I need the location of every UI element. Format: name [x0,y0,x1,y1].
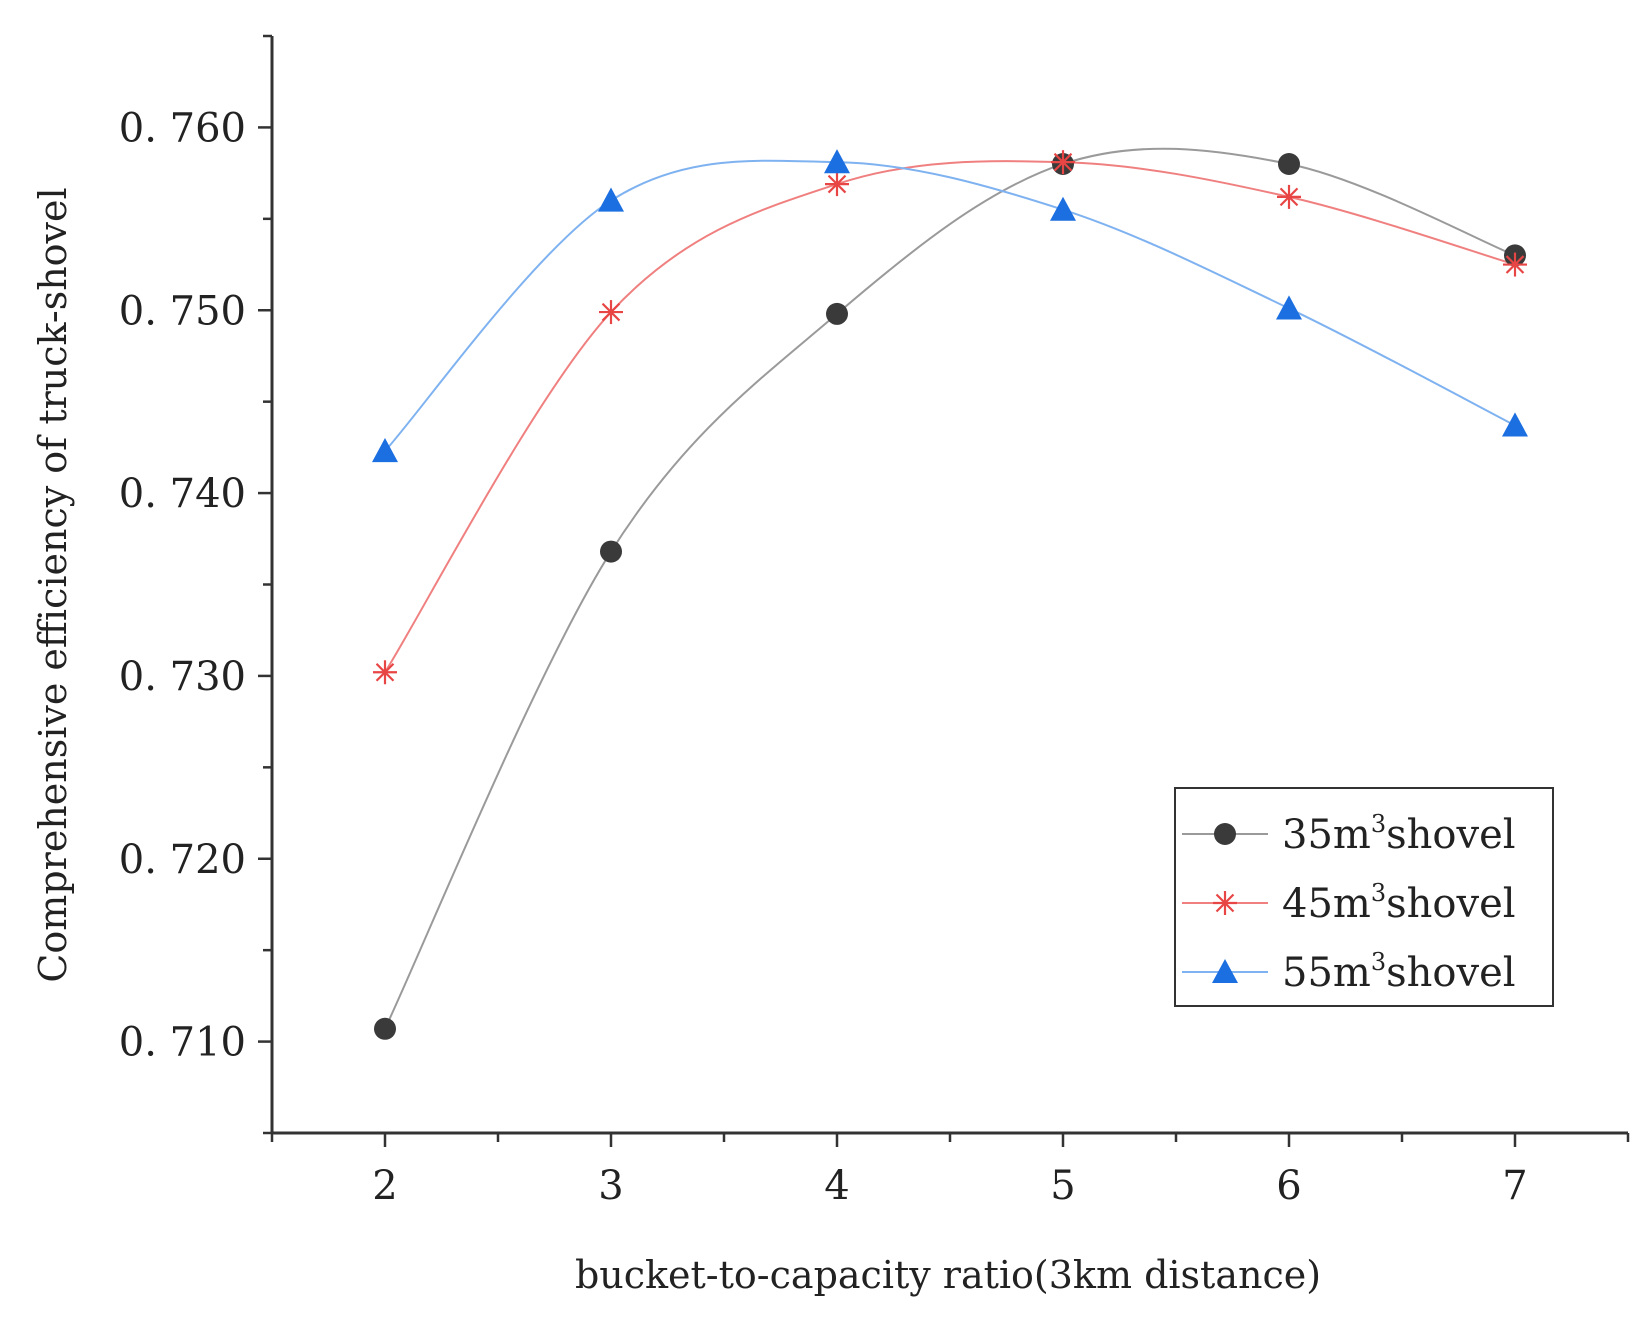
x-tick-label: 6 [1276,1163,1301,1209]
legend-marker-1 [1214,823,1236,845]
y-tick-label: 0. 750 [119,288,246,334]
series-line-3 [384,159,1516,452]
legend-marker-3 [1212,959,1238,984]
data-point-series-2 [1503,252,1527,277]
legend-label-superscript: 3 [1371,810,1386,838]
data-point-series-2-stroke [375,662,395,682]
series-markers [372,149,1528,1040]
legend-box [1174,787,1554,1007]
data-point-series-3 [1276,295,1302,320]
legend-marker-2 [1213,891,1237,915]
y-axis-title: Comprehensive efficiency of truck-shovel [31,187,75,982]
data-point-series-2 [1051,150,1075,175]
legend-label-text: 45m [1282,881,1371,927]
data-point-series-3 [598,187,624,212]
data-point-series-3 [1502,412,1528,437]
data-point-series-2 [1277,184,1301,209]
legend-marker-2-stroke [1215,893,1235,913]
y-tick-label: 0. 740 [119,471,246,517]
legend-label-text: 55m [1282,950,1371,996]
data-point-series-2-stroke [1053,152,1073,172]
legend-label-1: 35m3shovel [1282,810,1516,858]
legend-label-3: 55m3shovel [1282,948,1516,996]
legend-label-text: shovel [1386,881,1515,927]
data-point-series-2-stroke [1279,187,1299,207]
legend-label-superscript: 3 [1371,879,1386,907]
data-point-series-2-stroke [601,302,621,322]
x-tick-label: 5 [1050,1163,1075,1209]
data-point-series-1 [826,302,848,325]
data-point-series-3 [372,438,398,463]
y-tick-label: 0. 720 [119,837,246,883]
data-point-series-2 [825,172,849,197]
legend-label-text: shovel [1386,950,1515,996]
data-point-series-2 [599,300,623,325]
y-tick-label: 0. 760 [119,105,246,151]
data-point-series-1 [1278,152,1300,175]
x-tick-label: 3 [598,1163,623,1209]
x-tick-label: 4 [824,1163,849,1209]
data-point-series-1 [374,1017,396,1040]
x-axis-title: bucket-to-capacity ratio(3km distance) [575,1253,1321,1297]
data-point-series-2-stroke [1505,255,1525,274]
x-tick-label: 7 [1502,1163,1527,1209]
legend-label-superscript: 3 [1371,948,1386,976]
x-tick-label: 2 [372,1163,397,1209]
legend-label-text: shovel [1386,812,1515,858]
data-point-series-2 [373,660,397,685]
legend-label-2: 45m3shovel [1282,879,1516,927]
data-point-series-2-stroke [827,174,847,194]
legend-label-text: 35m [1282,812,1371,858]
series-line-2 [384,160,1516,673]
y-tick-label: 0. 730 [119,654,246,700]
data-point-series-3 [1050,196,1076,221]
data-point-series-1 [600,540,622,563]
data-point-series-3 [824,149,850,174]
y-tick-label: 0. 710 [119,1020,246,1066]
